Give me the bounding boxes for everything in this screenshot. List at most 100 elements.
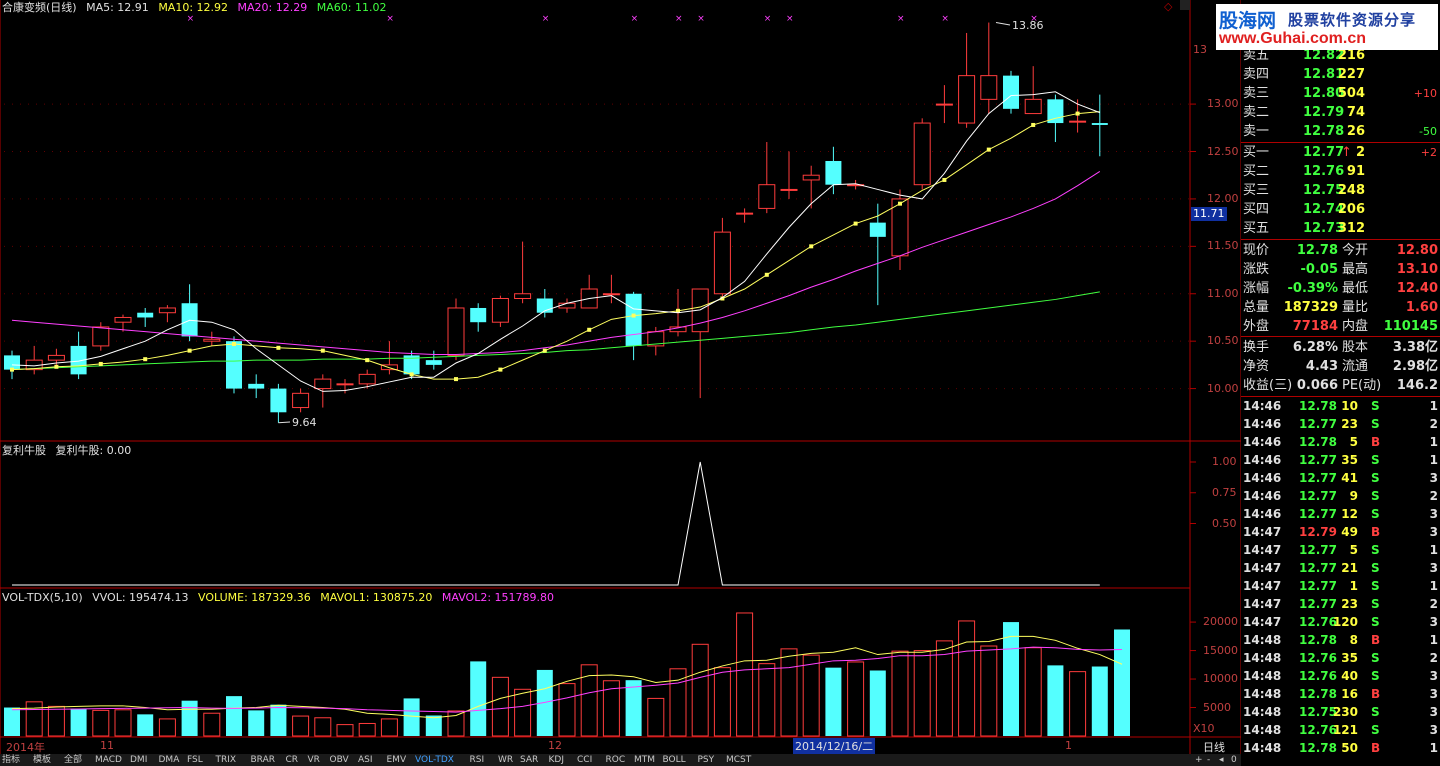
tab-mtm[interactable]: MTM xyxy=(634,755,656,765)
signal-marker: × xyxy=(764,14,772,24)
tick-row[interactable]: 14:47 12.76 120 S 3 xyxy=(1241,613,1440,631)
ma10-line-dot xyxy=(498,367,503,372)
tick-time: 14:47 xyxy=(1243,543,1282,557)
bid-row[interactable]: 买二 12.76 91 xyxy=(1241,162,1440,181)
tab-vol-tdx[interactable]: VOL-TDX xyxy=(415,755,454,765)
tab-macd[interactable]: MACD xyxy=(95,755,122,765)
book-label: 卖四 xyxy=(1243,67,1270,82)
tick-row[interactable]: 14:46 12.77 23 S 2 xyxy=(1241,415,1440,433)
bid-row[interactable]: 买五 12.73 312 xyxy=(1241,219,1440,238)
bid-row[interactable]: 买三 12.75 248 xyxy=(1241,181,1440,200)
ma10-line-dot xyxy=(631,313,636,318)
tick-row[interactable]: 14:48 12.78 50 B 1 xyxy=(1241,739,1440,757)
bid-row[interactable]: 买四 12.74 206 xyxy=(1241,200,1440,219)
tab-trix[interactable]: TRIX xyxy=(215,755,237,765)
volume-bar xyxy=(380,718,398,737)
tick-row[interactable]: 14:48 12.76 40 S 3 xyxy=(1241,667,1440,685)
price-tick-label: 10.00 xyxy=(1207,381,1239,395)
candle-body xyxy=(758,184,776,209)
tick-row[interactable]: 14:47 12.77 1 S 1 xyxy=(1241,577,1440,595)
zoom-out-button[interactable]: - xyxy=(1207,755,1211,765)
tick-side: B xyxy=(1371,525,1381,539)
ask-row[interactable]: 卖三 12.80 504 +10 xyxy=(1241,84,1440,103)
tab-指标[interactable]: 指标 xyxy=(2,755,21,765)
volume-bar xyxy=(292,715,310,737)
tick-side: S xyxy=(1371,489,1380,503)
price-tick-label: 11.00 xyxy=(1207,286,1239,300)
tick-row[interactable]: 14:46 12.77 35 S 1 xyxy=(1241,451,1440,469)
tick-count: 1 xyxy=(1429,579,1438,593)
tick-row[interactable]: 14:48 12.78 16 B 3 xyxy=(1241,685,1440,703)
tick-row[interactable]: 14:48 12.75 230 S 3 xyxy=(1241,703,1440,721)
tab-cci[interactable]: CCI xyxy=(577,755,593,765)
ask-row[interactable]: 卖四 12.81 227 xyxy=(1241,65,1440,84)
stat-row: 涨跌 -0.05 最高 13.10 xyxy=(1241,260,1440,279)
tab-dma[interactable]: DMA xyxy=(158,755,180,765)
period-label[interactable]: 日线 xyxy=(1203,741,1225,754)
tick-row[interactable]: 14:46 12.77 41 S 3 xyxy=(1241,469,1440,487)
tab-模板[interactable]: 模板 xyxy=(33,755,52,765)
tab-wr[interactable]: WR xyxy=(498,755,514,765)
candle-body xyxy=(226,341,242,389)
tick-row[interactable]: 14:47 12.77 21 S 3 xyxy=(1241,559,1440,577)
left-arrow-icon[interactable]: ◂ xyxy=(1219,755,1224,765)
book-change: +10 xyxy=(1413,87,1437,100)
tab-sar[interactable]: SAR xyxy=(520,755,539,765)
ma10-line-dot xyxy=(764,272,769,277)
stat-label: 净资 xyxy=(1243,359,1270,374)
book-volume: 504 xyxy=(1337,86,1365,101)
tick-row[interactable]: 14:47 12.77 23 S 2 xyxy=(1241,595,1440,613)
tab-dmi[interactable]: DMI xyxy=(130,755,148,765)
stat-label: 最低 xyxy=(1342,281,1369,296)
book-change: -50 xyxy=(1419,125,1437,138)
tick-row[interactable]: 14:46 12.78 10 S 1 xyxy=(1241,397,1440,415)
tab-全部[interactable]: 全部 xyxy=(64,755,83,765)
bid-row[interactable]: 买一 12.77 2 +2 ↑ xyxy=(1241,143,1440,162)
signal-marker: × xyxy=(697,14,705,24)
tab-asi[interactable]: ASI xyxy=(358,755,373,765)
tick-row[interactable]: 14:48 12.78 8 B 1 xyxy=(1241,631,1440,649)
stat-label: 流通 xyxy=(1342,359,1369,374)
stat-row: 总量 187329 量比 1.60 xyxy=(1241,298,1440,317)
tab-mcst[interactable]: MCST xyxy=(726,755,752,765)
tick-row[interactable]: 14:48 12.76 35 S 2 xyxy=(1241,649,1440,667)
ask-row[interactable]: 卖二 12.79 74 xyxy=(1241,103,1440,122)
ask-row[interactable]: 卖五 12.82 216 xyxy=(1241,46,1440,65)
diamond-icon[interactable]: ◇ xyxy=(1164,0,1173,13)
tab-cr[interactable]: CR xyxy=(285,755,299,765)
tick-row[interactable]: 14:46 12.77 12 S 3 xyxy=(1241,505,1440,523)
ma10-line-dot xyxy=(320,348,325,353)
candle-body xyxy=(491,297,509,323)
tick-row[interactable]: 14:47 12.77 5 S 1 xyxy=(1241,541,1440,559)
tab-fsl[interactable]: FSL xyxy=(187,755,203,765)
ma10-line-dot xyxy=(454,377,458,382)
tab-boll[interactable]: BOLL xyxy=(662,755,686,765)
volume-bars xyxy=(4,612,1130,737)
stat-value: -0.05 xyxy=(1300,262,1338,277)
signal-marker: × xyxy=(941,14,949,24)
tab-obv[interactable]: OBV xyxy=(329,755,349,765)
candle-body xyxy=(114,316,132,323)
tab-emv[interactable]: EMV xyxy=(386,755,407,765)
scroll-zero[interactable]: 0 xyxy=(1231,755,1237,765)
tab-rsi[interactable]: RSI xyxy=(469,755,485,765)
zoom-in-button[interactable]: + xyxy=(1195,755,1203,765)
tab-roc[interactable]: ROC xyxy=(605,755,626,765)
tab-vr[interactable]: VR xyxy=(307,755,320,765)
tab-kdj[interactable]: KDJ xyxy=(548,755,565,765)
ask-row[interactable]: 卖一 12.78 26 -50 xyxy=(1241,122,1440,141)
kline-chart[interactable]: × × × × × × × × × × × xyxy=(0,0,1241,766)
tick-row[interactable]: 14:46 12.77 9 S 2 xyxy=(1241,487,1440,505)
tab-brar[interactable]: BRAR xyxy=(250,755,275,765)
tick-volume: 5 xyxy=(1349,435,1358,449)
volume-bar xyxy=(114,709,132,737)
stat-value: 12.40 xyxy=(1396,281,1438,296)
candle-body xyxy=(470,307,487,323)
candle-body xyxy=(1003,75,1019,109)
indicator-value: 复利牛股: 0.00 xyxy=(55,444,132,457)
tick-row[interactable]: 14:48 12.76 121 S 3 xyxy=(1241,721,1440,739)
tab-psy[interactable]: PSY xyxy=(697,755,715,765)
tick-row[interactable]: 14:47 12.79 49 B 3 xyxy=(1241,523,1440,541)
maximize-icon[interactable] xyxy=(1180,0,1190,10)
tick-row[interactable]: 14:46 12.78 5 B 1 xyxy=(1241,433,1440,451)
